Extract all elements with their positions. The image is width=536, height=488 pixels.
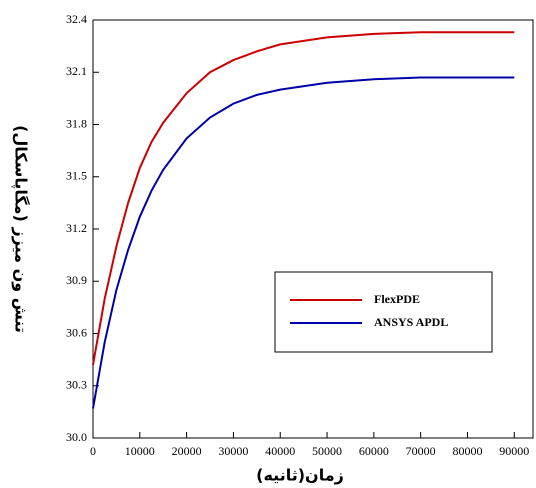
y-tick-label: 31.5 <box>66 169 87 183</box>
x-axis-title: زمان(ثانیه) <box>256 466 344 485</box>
x-tick-label: 60000 <box>359 444 389 458</box>
x-tick-label: 80000 <box>452 444 482 458</box>
legend-box <box>274 271 493 353</box>
legend-label: ANSYS APDL <box>374 315 448 329</box>
y-tick-label: 30.6 <box>66 325 87 339</box>
x-tick-label: 30000 <box>218 444 248 458</box>
y-tick-label: 31.8 <box>66 116 87 130</box>
x-tick-label: 40000 <box>265 444 295 458</box>
y-tick-label: 32.4 <box>66 12 87 26</box>
line-series <box>92 31 515 366</box>
y-tick-label: 30.0 <box>66 430 87 444</box>
x-tick-label: 10000 <box>125 444 155 458</box>
x-tick-label: 0 <box>90 444 96 458</box>
y-axis-title: تنش ون میزز (مگاپاسکال) <box>11 125 31 333</box>
plot-frame <box>92 19 534 439</box>
y-tick-label: 31.2 <box>66 221 87 235</box>
x-tick-label: 50000 <box>312 444 342 458</box>
x-tick-label: 90000 <box>499 444 529 458</box>
line-series <box>92 76 515 409</box>
y-tick-label: 30.3 <box>66 378 87 392</box>
y-tick-label: 30.9 <box>66 273 87 287</box>
legend-label: FlexPDE <box>374 292 420 306</box>
y-tick-label: 32.1 <box>66 64 87 78</box>
x-tick-label: 20000 <box>172 444 202 458</box>
x-tick-label: 70000 <box>406 444 436 458</box>
